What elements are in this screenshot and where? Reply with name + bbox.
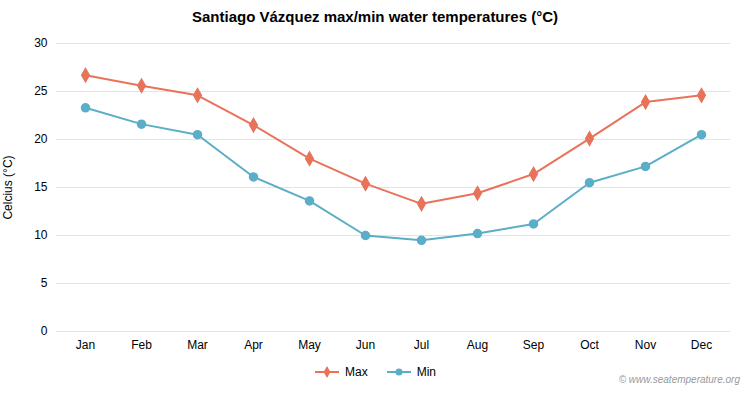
svg-text:Dec: Dec xyxy=(691,338,712,352)
svg-text:15: 15 xyxy=(34,180,48,194)
svg-text:Jul: Jul xyxy=(414,338,429,352)
html-text:© www.seatemperature.org: © www.seatemperature.org xyxy=(618,374,740,385)
html-text:Santiago Vázquez max/min water: Santiago Vázquez max/min water temperatu… xyxy=(192,8,558,25)
svg-text:May: May xyxy=(298,338,321,352)
html-text:Min: Min xyxy=(416,365,436,379)
svg-text:10: 10 xyxy=(34,228,48,242)
svg-text:Apr: Apr xyxy=(244,338,263,352)
svg-text:Jan: Jan xyxy=(76,338,95,352)
svg-text:Mar: Mar xyxy=(187,338,208,352)
svg-text:5: 5 xyxy=(41,276,48,290)
html-text:Max: Max xyxy=(345,365,368,379)
svg-text:Nov: Nov xyxy=(635,338,656,352)
svg-text:30: 30 xyxy=(34,36,48,50)
svg-text:Sep: Sep xyxy=(523,338,545,352)
svg-text:0: 0 xyxy=(41,324,48,338)
svg-text:20: 20 xyxy=(34,132,48,146)
svg-text:Feb: Feb xyxy=(131,338,152,352)
svg-text:Oct: Oct xyxy=(580,338,599,352)
svg-text:Aug: Aug xyxy=(467,338,488,352)
svg-text:Celcius (°C): Celcius (°C) xyxy=(1,155,15,219)
svg-text:25: 25 xyxy=(34,84,48,98)
svg-text:Jun: Jun xyxy=(356,338,375,352)
